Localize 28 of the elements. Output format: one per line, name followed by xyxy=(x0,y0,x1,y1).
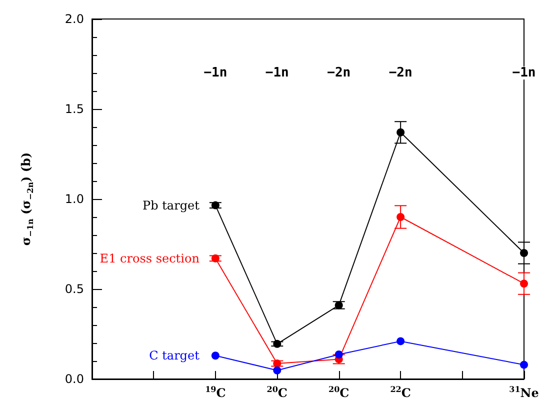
y-tick-label: 0.5 xyxy=(64,282,84,296)
annotation: −1n xyxy=(265,66,289,80)
point xyxy=(273,340,282,348)
annotation: −2n xyxy=(388,66,412,80)
series-label: C target xyxy=(149,348,200,363)
annotation: −1n xyxy=(204,66,228,80)
y-axis-title: σ−1n (σ−2n) (b) xyxy=(19,152,35,246)
point xyxy=(211,254,220,262)
y-tick-label: 0.0 xyxy=(64,372,84,386)
point xyxy=(211,352,220,360)
point xyxy=(334,301,343,310)
point xyxy=(396,213,405,221)
y-tick-label: 2.0 xyxy=(64,12,84,26)
point xyxy=(520,280,528,288)
point xyxy=(396,128,405,136)
point xyxy=(396,337,405,346)
point xyxy=(273,360,282,368)
annotation: −1n xyxy=(512,66,536,80)
point xyxy=(520,249,528,257)
point xyxy=(273,366,282,374)
y-tick-label: 1.5 xyxy=(64,102,84,116)
point xyxy=(211,201,220,210)
series-label: Pb target xyxy=(142,198,200,212)
point xyxy=(334,350,343,359)
y-tick-label: 1.0 xyxy=(64,192,84,206)
annotation: −2n xyxy=(327,66,351,80)
point xyxy=(520,360,528,369)
series-label: E1 cross section xyxy=(100,251,200,266)
